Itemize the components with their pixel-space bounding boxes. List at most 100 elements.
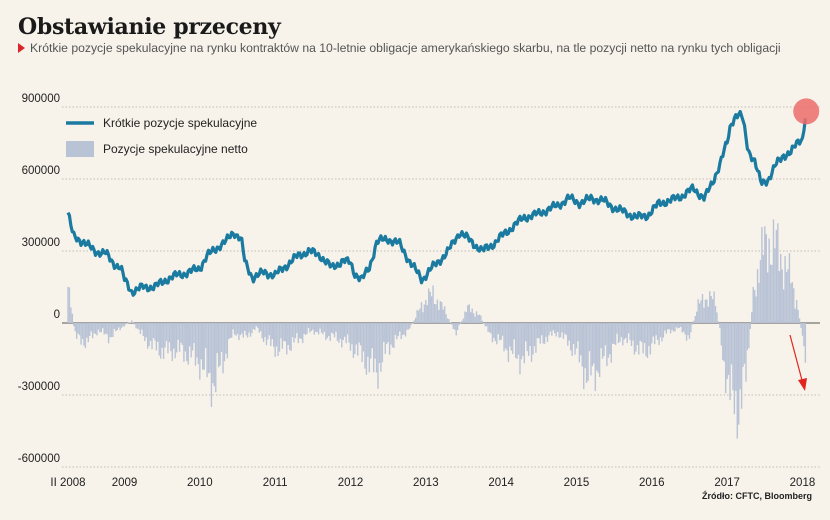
net-bar (265, 323, 268, 346)
x-tick-label: 2015 (564, 477, 590, 489)
net-bar (758, 283, 760, 323)
net-bar (238, 323, 240, 341)
net-bar (591, 323, 594, 367)
net-bar (209, 323, 211, 373)
net-bar (129, 322, 131, 323)
net-bar (507, 323, 510, 363)
net-bar (425, 300, 427, 323)
net-bar (564, 323, 566, 334)
net-bar (575, 323, 578, 349)
net-bar (674, 323, 676, 332)
net-bar (188, 323, 191, 347)
net-bar (577, 323, 579, 342)
net-bar (455, 323, 457, 336)
net-bar (436, 299, 439, 323)
net-bar (477, 314, 479, 323)
net-bar (804, 323, 807, 363)
chart-subtitle: Krótkie pozycje spekulacyjne na rynku ko… (18, 41, 818, 55)
net-bar (558, 323, 560, 338)
net-bar (704, 299, 707, 323)
net-bar (371, 323, 373, 349)
net-bar (468, 304, 470, 323)
net-bar (510, 323, 512, 351)
net-bar (751, 312, 753, 323)
net-bar (780, 253, 782, 323)
net-bar (769, 264, 772, 323)
y-tick-label: 0 (54, 309, 60, 321)
net-bar (155, 323, 158, 351)
net-bar (323, 323, 326, 332)
net-bar (772, 219, 775, 323)
net-bar (109, 323, 111, 338)
net-bar (177, 323, 179, 340)
net-bar (630, 323, 633, 346)
net-bar (73, 323, 75, 327)
net-bar (273, 323, 275, 347)
net-bar (688, 323, 691, 339)
net-bar (144, 323, 146, 341)
net-bar (588, 323, 591, 352)
net-bar (706, 299, 708, 323)
net-bar (191, 323, 194, 351)
net-bar (110, 323, 113, 338)
net-bar (442, 309, 444, 323)
net-bar (472, 313, 475, 323)
net-bar (743, 323, 746, 364)
net-bar (551, 323, 553, 336)
net-bar (680, 323, 682, 327)
net-bar (452, 323, 455, 329)
net-bar (648, 323, 650, 347)
net-bar (233, 323, 236, 335)
net-bar (665, 323, 667, 334)
net-bar (642, 323, 644, 354)
net-bar (303, 323, 305, 335)
net-bar (226, 323, 229, 359)
net-bar (774, 248, 776, 323)
net-bar (736, 323, 738, 439)
net-bar (390, 323, 392, 345)
net-bar (430, 296, 433, 323)
net-bar (378, 323, 381, 364)
net-bar (578, 323, 581, 363)
net-bar (656, 323, 659, 340)
net-bar (244, 323, 246, 331)
net-bar (794, 308, 796, 323)
net-bar (401, 323, 404, 336)
net-bar (700, 300, 702, 323)
highlight-marker (789, 98, 820, 391)
net-bar (171, 323, 174, 362)
net-bar (339, 323, 342, 339)
net-bar (800, 323, 802, 328)
net-bar (485, 323, 488, 327)
net-bar (154, 323, 156, 341)
net-bar (186, 323, 188, 362)
net-bar (304, 323, 307, 335)
net-bar (296, 323, 298, 334)
x-tick-label: 2012 (338, 477, 364, 489)
net-bar (548, 323, 550, 336)
net-bar (200, 323, 202, 360)
legend-label-net: Pozycje spekulacyjne netto (103, 142, 248, 156)
net-bar (212, 323, 214, 384)
net-bar (403, 323, 405, 335)
net-bar (532, 323, 534, 355)
net-bar (113, 323, 116, 329)
net-bar (84, 323, 87, 349)
net-bar (132, 322, 134, 323)
x-tick-label: 2016 (639, 477, 665, 489)
net-bar (68, 287, 71, 323)
net-bar (459, 322, 462, 324)
net-bar (165, 323, 168, 341)
net-bar (625, 323, 627, 338)
net-bar (393, 323, 395, 349)
net-bar (248, 323, 250, 333)
net-bar (703, 307, 705, 323)
net-bar (559, 323, 562, 338)
net-bar (91, 323, 94, 339)
legend-label-short: Krótkie pozycje spekulacyjne (103, 116, 257, 130)
net-bar (494, 323, 497, 342)
net-bar (720, 323, 723, 346)
net-bar (538, 323, 540, 339)
net-bar (685, 323, 688, 341)
net-bar (293, 323, 295, 343)
